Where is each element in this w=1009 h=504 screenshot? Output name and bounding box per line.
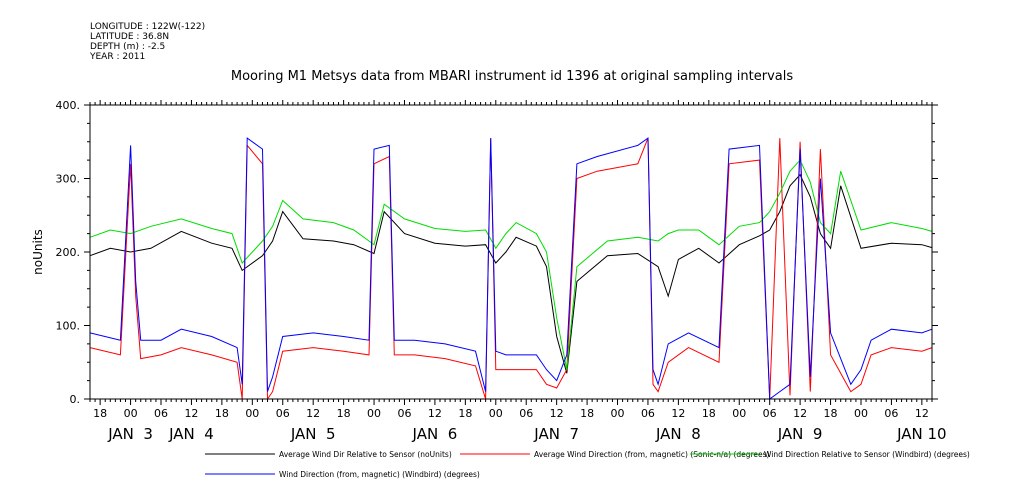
x-hour-label: 12 <box>671 407 685 420</box>
x-hour-label: 18 <box>215 407 229 420</box>
x-hour-label: 06 <box>519 407 533 420</box>
x-hour-label: 18 <box>93 407 107 420</box>
x-date-label: JAN 5 <box>290 425 336 443</box>
x-hour-label: 00 <box>124 407 138 420</box>
x-date-label: JAN 6 <box>412 425 458 443</box>
x-hour-label: 18 <box>337 407 351 420</box>
x-hour-label: 18 <box>580 407 594 420</box>
legend-label: Average Wind Direction (from, magnetic) … <box>534 450 770 459</box>
x-date-label: JAN 3 <box>107 425 153 443</box>
x-hour-label: 12 <box>306 407 320 420</box>
year-label: YEAR : 2011 <box>90 52 146 62</box>
x-hour-label: 06 <box>154 407 168 420</box>
x-hour-label: 06 <box>397 407 411 420</box>
x-date-label: JAN 4 <box>168 425 214 443</box>
y-tick-label: 200. <box>56 246 81 259</box>
y-tick-label: 300. <box>56 173 81 186</box>
y-tick-label: 400. <box>56 99 81 112</box>
chart-title: Mooring M1 Metsys data from MBARI instru… <box>231 69 793 84</box>
y-axis-label: noUnits <box>31 229 45 275</box>
x-hour-label: 00 <box>611 407 625 420</box>
x-hour-label: 18 <box>824 407 838 420</box>
x-hour-label: 06 <box>763 407 777 420</box>
x-hour-label: 12 <box>915 407 929 420</box>
x-hour-label: 18 <box>458 407 472 420</box>
legend-label: Average Wind Dir Relative to Sensor (noU… <box>279 450 452 459</box>
y-tick-label: 100. <box>56 320 81 333</box>
latitude-label: LATITUDE : 36.8N <box>90 32 170 42</box>
series-line-0 <box>89 173 933 374</box>
x-hour-label: 00 <box>245 407 259 420</box>
x-hour-label: 06 <box>884 407 898 420</box>
x-date-label: JAN 7 <box>533 425 579 443</box>
x-date-label: JAN 9 <box>777 425 823 443</box>
x-hour-label: 12 <box>428 407 442 420</box>
x-date-label: JAN 10 <box>896 425 947 443</box>
x-hour-label: 12 <box>793 407 807 420</box>
depth-label: DEPTH (m) : -2.5 <box>90 42 166 52</box>
x-hour-label: 12 <box>184 407 198 420</box>
y-tick-label: 0. <box>70 393 81 406</box>
x-hour-label: 06 <box>641 407 655 420</box>
x-hour-label: 12 <box>550 407 564 420</box>
series-line-3 <box>89 137 933 400</box>
x-hour-label: 00 <box>489 407 503 420</box>
x-hour-label: 18 <box>702 407 716 420</box>
x-hour-label: 00 <box>732 407 746 420</box>
longitude-label: LONGITUDE : 122W(-122) <box>90 22 206 32</box>
x-hour-label: 06 <box>276 407 290 420</box>
legend-label: Wind Direction (from, magnetic) (Windbir… <box>279 470 480 479</box>
x-date-label: JAN 8 <box>655 425 701 443</box>
x-hour-label: 00 <box>854 407 868 420</box>
x-hour-label: 00 <box>367 407 381 420</box>
legend-label: Wind Direction Relative to Sensor (Windb… <box>764 450 970 459</box>
